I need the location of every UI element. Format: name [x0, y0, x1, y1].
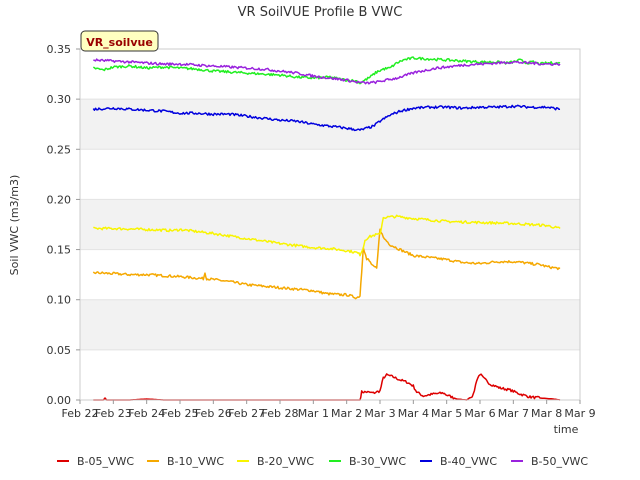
x-tick-label: Feb 24 [128, 407, 165, 420]
y-tick-label: 0.25 [47, 143, 72, 156]
x-tick-label: Mar 1 [298, 407, 329, 420]
x-tick-label: Mar 6 [464, 407, 495, 420]
x-tick-label: Mar 5 [431, 407, 462, 420]
legend: B-05_VWC B-10_VWC B-20_VWC B-30_VWC B-40_VWC… [57, 455, 588, 468]
legend-label: B-10_VWC [167, 455, 224, 468]
y-tick-label: 0.10 [47, 294, 72, 307]
x-tick-label: Feb 28 [262, 407, 299, 420]
y-tick-label: 0.20 [47, 193, 72, 206]
y-tick-label: 0.15 [47, 244, 72, 257]
x-tick-label: Feb 22 [62, 407, 99, 420]
x-tick-label: Mar 8 [531, 407, 562, 420]
x-tick-label: Mar 2 [331, 407, 362, 420]
x-tick-label: Feb 25 [162, 407, 199, 420]
series-line-b-05-vwc [93, 373, 561, 401]
x-tick-label: Feb 23 [95, 407, 132, 420]
legend-label: B-05_VWC [77, 455, 134, 468]
series-line-b-10-vwc [92, 228, 561, 300]
y-tick-label: 0.05 [47, 344, 72, 357]
y-axis: 0.00 0.05 0.10 0.15 0.20 0.25 0.30 0.35 [47, 43, 80, 407]
x-tick-label: Mar 7 [498, 407, 529, 420]
series-line-b-20-vwc [93, 214, 561, 257]
x-tick-label: Mar 9 [564, 407, 595, 420]
y-tick-label: 0.00 [47, 394, 72, 407]
x-tick-label: Feb 26 [195, 407, 232, 420]
grid-bands [80, 48, 580, 401]
y-axis-label: Soil VWC (m3/m3) [8, 175, 21, 276]
legend-label: B-30_VWC [349, 455, 406, 468]
y-tick-label: 0.30 [47, 93, 72, 106]
legend-label: B-40_VWC [440, 455, 497, 468]
chart-title: VR SoilVUE Profile B VWC [238, 5, 403, 20]
series-line-b-50-vwc [93, 58, 561, 85]
series-line-b-40-vwc [92, 104, 561, 132]
y-tick-label: 0.35 [47, 43, 72, 56]
legend-label: B-20_VWC [257, 455, 314, 468]
annotation-label: VR_soilvue [86, 36, 153, 49]
plot-frame [79, 48, 581, 401]
x-tick-label: Mar 3 [364, 407, 395, 420]
grid-band [80, 299, 580, 350]
x-tick-label: Feb 27 [228, 407, 265, 420]
legend-label: B-50_VWC [531, 455, 588, 468]
grid-band [80, 199, 580, 250]
series-line-b-30-vwc [92, 56, 561, 85]
x-tick-label: Mar 4 [398, 407, 429, 420]
x-axis-label: time [554, 423, 579, 436]
annotation-box: VR_soilvue [80, 30, 159, 52]
